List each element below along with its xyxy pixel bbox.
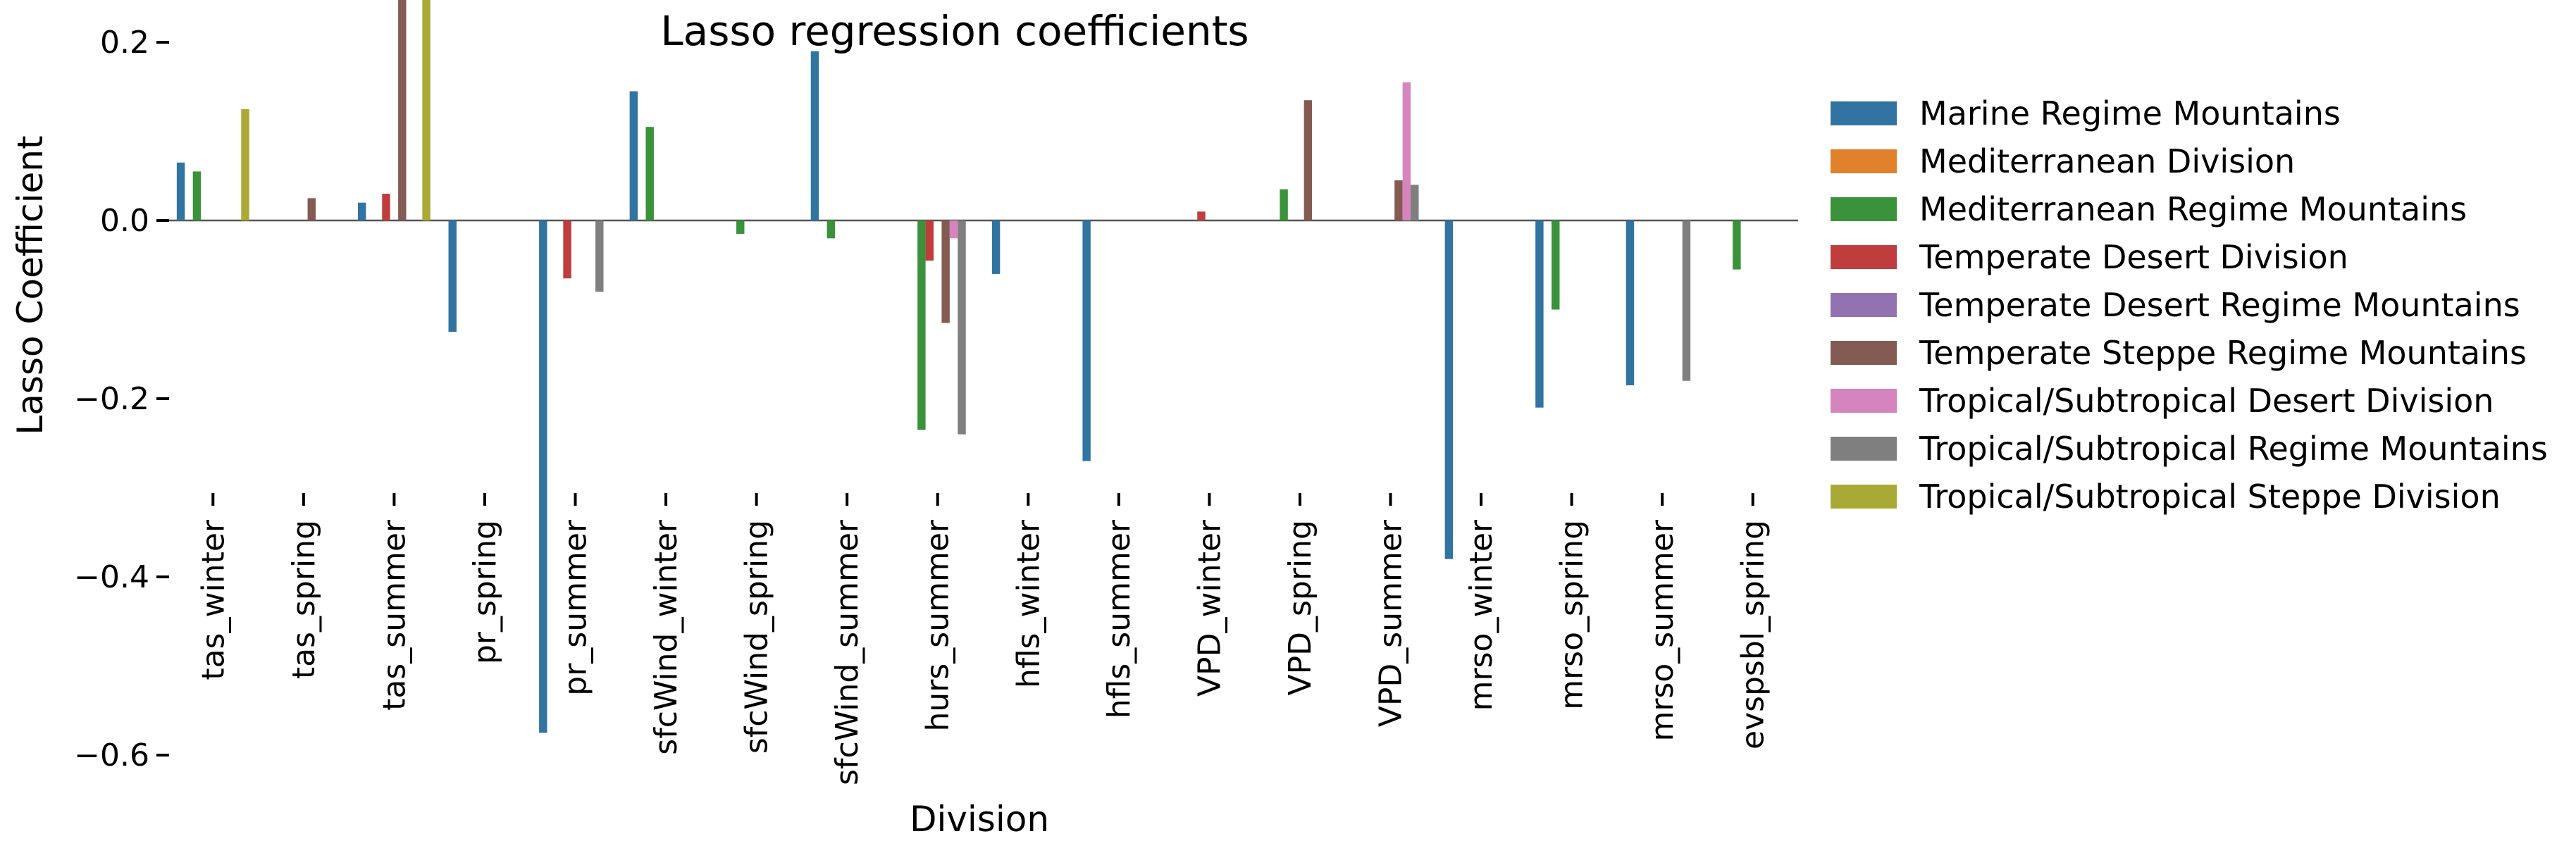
- legend-swatch: [1831, 437, 1897, 461]
- legend: Marine Regime Mountains Mediterranean Div…: [1831, 94, 2548, 516]
- bar: [1552, 220, 1560, 310]
- bar: [925, 220, 934, 261]
- x-tick-label: VPD_winter: [1191, 519, 1227, 697]
- x-tick-label: sfcWind_summer: [829, 519, 865, 785]
- legend-label: Tropical/Subtropical Regime Mountains: [1919, 430, 2548, 468]
- x-tick-label: sfcWind_spring: [739, 520, 775, 754]
- legend-swatch: [1831, 485, 1897, 509]
- bar: [949, 220, 958, 239]
- legend-label: Mediterranean Division: [1919, 142, 2295, 180]
- x-tick-label: mrso_spring: [1554, 520, 1590, 710]
- bar: [736, 220, 745, 234]
- bar: [1444, 220, 1454, 559]
- legend-label: Tropical/Subtropical Desert Division: [1919, 382, 2494, 420]
- legend-swatch: [1831, 245, 1897, 269]
- bar: [991, 220, 1001, 274]
- y-tick-label: −0.6: [74, 737, 149, 773]
- bar: [1682, 220, 1691, 381]
- bar: [1197, 211, 1206, 220]
- y-axis-title: Lasso Coefficient: [10, 135, 51, 435]
- legend-label: Mediterranean Regime Mountains: [1919, 190, 2467, 228]
- legend-swatch: [1831, 293, 1897, 317]
- legend-swatch: [1831, 341, 1897, 365]
- y-tick-label: 0.2: [100, 25, 149, 61]
- legend-swatch: [1831, 197, 1897, 221]
- y-tick-label: −0.4: [74, 559, 149, 595]
- bar: [1535, 220, 1544, 408]
- bar: [1411, 185, 1419, 220]
- y-tick-label: 0.0: [100, 203, 149, 239]
- x-tick-label: mrso_winter: [1463, 519, 1499, 711]
- bar: [448, 220, 457, 332]
- bar: [629, 91, 638, 220]
- bar: [563, 220, 571, 279]
- bar: [357, 202, 366, 220]
- bar: [917, 220, 926, 430]
- bar: [398, 0, 407, 220]
- legend-swatch: [1831, 149, 1897, 173]
- bar: [941, 220, 950, 323]
- bar: [422, 0, 431, 221]
- bar: [1402, 82, 1411, 221]
- x-tick-label: tas_spring: [286, 520, 322, 679]
- legend-label: Temperate Desert Division: [1919, 238, 2348, 276]
- x-tick-label: sfcWind_winter: [648, 519, 684, 755]
- bar: [307, 198, 316, 221]
- bar: [539, 220, 547, 733]
- bar: [382, 194, 390, 220]
- bar: [826, 220, 836, 239]
- legend-label: Temperate Desert Regime Mountains: [1919, 286, 2520, 324]
- x-tick-label: evspsbl_spring: [1735, 520, 1771, 749]
- bar: [1304, 100, 1313, 220]
- legend-swatch: [1831, 389, 1897, 413]
- bar: [645, 127, 654, 220]
- legend-swatch: [1831, 101, 1897, 125]
- x-tick-label: VPD_summer: [1373, 519, 1409, 727]
- plot-area: −0.6 −0.4 −0.2 0.0 0.2 tas_winter tas_spring ta…: [74, 0, 1798, 785]
- x-tick-label: hfls_summer: [1101, 519, 1137, 718]
- y-tick-label: −0.2: [74, 381, 149, 417]
- legend-label: Temperate Steppe Regime Mountains: [1919, 334, 2527, 372]
- bar: [1626, 220, 1635, 386]
- legend-label: Marine Regime Mountains: [1919, 94, 2341, 132]
- legend-label: Tropical/Subtropical Steppe Division: [1919, 478, 2501, 516]
- x-tick-label: pr_spring: [467, 520, 503, 664]
- x-tick-label: VPD_spring: [1282, 520, 1318, 696]
- bar: [1733, 220, 1741, 270]
- x-tick-label: tas_winter: [195, 519, 231, 680]
- bar: [1394, 180, 1403, 220]
- bar: [595, 220, 604, 292]
- x-tick-label: hfls_winter: [1010, 519, 1046, 688]
- bar: [810, 51, 819, 221]
- x-tick-label: hurs_summer: [920, 519, 956, 731]
- chart-title: Lasso regression coefficients: [660, 7, 1249, 55]
- x-axis-title: Division: [910, 799, 1049, 840]
- bar: [241, 108, 249, 221]
- x-tick-label: mrso_summer: [1645, 519, 1680, 741]
- bar: [192, 171, 202, 220]
- x-tick-label: tas_summer: [376, 519, 412, 711]
- bar: [176, 162, 185, 220]
- bar: [958, 220, 966, 435]
- bar: [1082, 220, 1091, 461]
- x-tick-label: pr_summer: [558, 519, 594, 696]
- bar: [1280, 189, 1288, 220]
